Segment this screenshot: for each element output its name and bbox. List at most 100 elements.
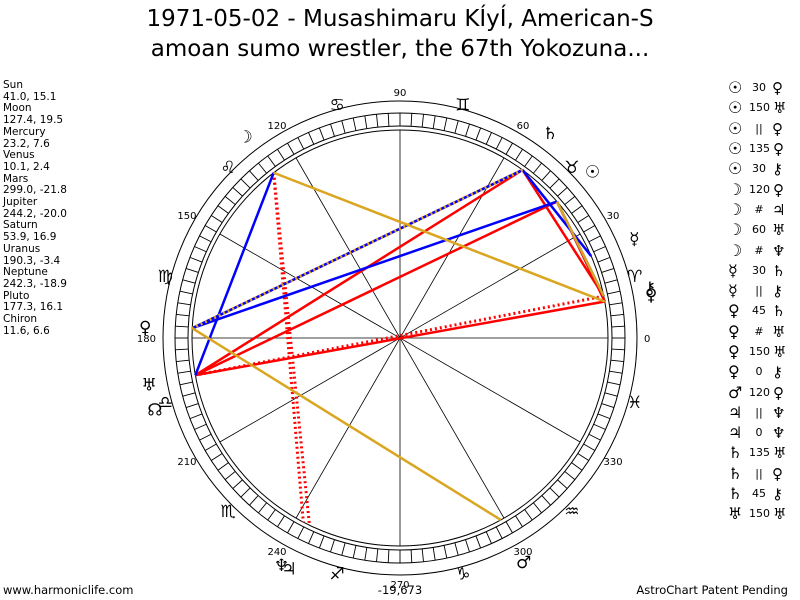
degree-tick [454, 542, 459, 556]
degree-tick [189, 256, 203, 263]
aspect-row: ♅ 150 ♅ [728, 504, 786, 524]
aspect-type: 60 [752, 223, 766, 237]
planet-name: Chiron [3, 313, 38, 326]
degree-tick [258, 162, 267, 174]
degree-tick [454, 120, 459, 134]
degree-tick [421, 114, 424, 128]
degree-tick [330, 123, 335, 137]
aspect-type: # [754, 324, 764, 338]
degree-tick [176, 314, 190, 317]
aspect-planet-b: ♅ [773, 99, 787, 118]
aspect-row: ☽ 60 ♅ [728, 220, 786, 240]
degree-tick [249, 495, 259, 506]
degree-tick [571, 462, 583, 471]
aspect-row: ☿ 30 ♄ [728, 261, 786, 281]
chart-title-line-1: 1971-05-02 - Musashimaru KÍyÍ, American-… [146, 6, 654, 32]
aspect-type: || [755, 405, 763, 419]
aspect-type: 135 [749, 142, 770, 156]
aspect-planet-a: ♀ [728, 321, 740, 341]
degree-tick [604, 279, 618, 284]
planet-glyph: ♆ [274, 556, 289, 576]
aspect-planet-a: ☽ [728, 240, 743, 260]
degree-tick [204, 443, 217, 451]
degree-tick [597, 256, 611, 263]
aspect-row: ☉ 30 ♀ [728, 78, 786, 98]
degree-tick [185, 268, 199, 273]
planet-glyph: ⚷ [644, 279, 656, 299]
aspect-list: ☉ 30 ♀ ☉ 150 ♅ ☉ || ♀ ☉ 135 ♀ ☉ 30 ⚷ ☽ 120 ♀ ☽ # ♃ ☽ 60 ♅ ☽ # ♆ ☿ 30… [728, 78, 786, 525]
planet-name: Neptune [3, 266, 48, 279]
aspect-planet-b: ♀ [772, 464, 783, 483]
degree-tick [564, 196, 576, 205]
degree-tick [443, 545, 448, 559]
zodiac-sign-glyph: ♉ [564, 158, 579, 178]
degree-tick [364, 547, 368, 561]
aspect-planet-a: ☉ [728, 139, 743, 159]
degree-tick [465, 123, 470, 137]
planet-position-value: 190.3, -3.4 [3, 254, 61, 267]
degree-tick [387, 113, 390, 127]
degree-tick [194, 423, 207, 430]
aspect-row: ♀ 0 ⚷ [728, 362, 786, 382]
degree-tick [524, 155, 533, 167]
degree-tick [175, 325, 189, 328]
planet-position-list: Sun 41.0, 15.1 Moon 127.4, 19.5 Mercury 23.2,… [3, 79, 67, 337]
degree-tick [232, 187, 243, 197]
aspect-type: 135 [749, 446, 770, 460]
degree-tick [541, 170, 551, 181]
aspect-planet-a: ♀ [728, 342, 740, 361]
aspect-row: ☉ 150 ♅ [728, 98, 786, 118]
aspect-row: ☉ 135 ♀ [728, 139, 786, 159]
aspect-planet-b: ♄ [772, 261, 786, 280]
degree-tick [179, 290, 193, 295]
aspect-planet-a: ☉ [728, 78, 743, 98]
chart-title-line-2: amoan sumo wrestler, the 67th Yokozuna..… [150, 36, 650, 62]
aspect-line [194, 172, 275, 376]
zodiac-sign-glyph: ♌ [221, 158, 236, 178]
aspect-planet-b: ♆ [772, 424, 786, 443]
planet-name: Pluto [3, 289, 30, 302]
planet-glyph: ☊ [147, 400, 162, 420]
aspect-planet-b: ♆ [772, 403, 786, 422]
degree-tick [249, 170, 259, 181]
aspect-line [194, 200, 558, 377]
planet-name: Sun [3, 79, 23, 91]
footer-website[interactable]: www.harmoniclife.com [3, 583, 134, 597]
aspect-planet-a: ☽ [728, 179, 743, 199]
aspect-planet-b: ♄ [772, 302, 786, 321]
aspect-planet-a: ♃ [728, 402, 743, 422]
aspect-line [555, 200, 605, 297]
zodiac-sign-glyph: ♑ [455, 565, 470, 585]
degree-tick [376, 548, 379, 562]
degree-tick [577, 453, 589, 461]
degree-tick [593, 246, 606, 253]
degree-tick [352, 117, 357, 131]
planet-glyph: ☿ [629, 230, 639, 250]
zodiac-sign-glyph: ♈ [627, 267, 642, 287]
degree-tick [287, 142, 295, 155]
aspect-type: 30 [752, 81, 766, 95]
degree-tick [179, 381, 193, 386]
aspect-planet-b: ♅ [773, 505, 787, 524]
planet-position-value: 53.9, 16.9 [3, 231, 57, 244]
degree-tick [175, 348, 189, 351]
aspect-row: ♀ 150 ♅ [728, 342, 786, 362]
aspect-type: 150 [749, 507, 770, 521]
degree-tick [387, 549, 390, 563]
degree-tick [597, 413, 611, 420]
degree-label: 90 [394, 88, 407, 99]
planet-name: Venus [3, 149, 35, 162]
planet-position-value: 41.0, 15.1 [3, 90, 57, 103]
degree-tick [601, 403, 615, 408]
aspect-line [272, 172, 305, 523]
zodiac-sign-glyph: ♎ [158, 393, 173, 413]
aspect-planet-b: ♀ [772, 119, 783, 138]
degree-tick [601, 268, 615, 273]
planet-glyph: ☽ [237, 127, 252, 147]
aspect-planet-a: ♀ [728, 301, 740, 321]
aspect-planet-b: ♃ [772, 200, 786, 219]
aspect-lines [191, 168, 606, 526]
degree-tick [588, 235, 601, 243]
degree-tick [217, 205, 229, 214]
planet-glyph: ♅ [141, 376, 156, 396]
